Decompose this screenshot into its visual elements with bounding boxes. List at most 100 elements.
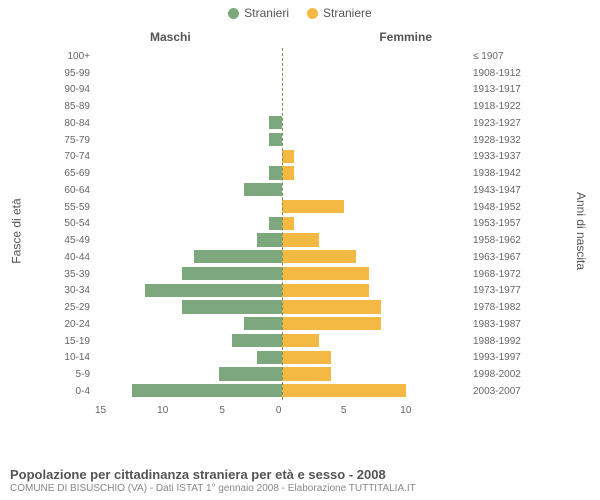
age-label: 55-59: [55, 202, 95, 213]
bar-male: [257, 233, 282, 246]
birth-label: 2003-2007: [468, 386, 528, 397]
pyramid-row: 45-49 1958-1962: [55, 232, 528, 249]
x-tick: 10: [400, 405, 411, 416]
birth-label: 1993-1997: [468, 352, 528, 363]
bar-half-female: [282, 182, 469, 199]
birth-label: 1958-1962: [468, 235, 528, 246]
bar-half-male: [95, 98, 282, 115]
bar-half-female: [282, 232, 469, 249]
pyramid-row: 35-391968-1972: [55, 266, 528, 283]
age-label: 50-54: [55, 218, 95, 229]
birth-label: 1988-1992: [468, 336, 528, 347]
pyramid-row: 90-94 1913-1917: [55, 82, 528, 99]
bar-half-female: [282, 266, 469, 283]
bar-half-female: [282, 65, 469, 82]
bar-half-male: [95, 149, 282, 166]
bar-half-male: [95, 350, 282, 367]
birth-label: 1953-1957: [468, 218, 528, 229]
pyramid-row: 25-291978-1982: [55, 299, 528, 316]
age-label: 90-94: [55, 84, 95, 95]
bar-half-male: [95, 165, 282, 182]
bar-half-female: [282, 165, 469, 182]
x-tick: 15: [95, 405, 106, 416]
bar-half-male: [95, 82, 282, 99]
age-label: 0-4: [55, 386, 95, 397]
bar-male: [269, 116, 281, 129]
pyramid-row: 40-44 1963-1967: [55, 249, 528, 266]
birth-label: 1963-1967: [468, 252, 528, 263]
bar-half-female: [282, 283, 469, 300]
bar-male: [244, 317, 281, 330]
birth-label: 1943-1947: [468, 185, 528, 196]
age-label: 25-29: [55, 302, 95, 313]
footer: Popolazione per cittadinanza straniera p…: [10, 467, 590, 494]
pyramid-row: 50-54 1953-1957: [55, 216, 528, 233]
bar-female: [282, 267, 369, 280]
x-tick: 5: [341, 405, 347, 416]
bar-half-female: [282, 333, 469, 350]
bar-male: [269, 166, 281, 179]
age-label: 35-39: [55, 269, 95, 280]
bar-half-female: [282, 48, 469, 65]
x-axis-ticks: 151050510: [95, 405, 468, 416]
pyramid-row: 70-741933-1937: [55, 149, 528, 166]
legend-item-female: Straniere: [307, 6, 372, 20]
age-label: 70-74: [55, 151, 95, 162]
bar-male: [132, 384, 281, 397]
pyramid-row: 5-91998-2002: [55, 366, 528, 383]
bar-male: [232, 334, 282, 347]
bar-half-male: [95, 333, 282, 350]
bar-half-male: [95, 383, 282, 400]
bar-half-female: [282, 383, 469, 400]
age-label: 95-99: [55, 68, 95, 79]
bar-half-female: [282, 350, 469, 367]
bar-half-male: [95, 132, 282, 149]
bar-female: [282, 284, 369, 297]
bar-half-male: [95, 48, 282, 65]
age-label: 20-24: [55, 319, 95, 330]
bar-male: [269, 217, 281, 230]
bar-female: [282, 300, 381, 313]
age-label: 40-44: [55, 252, 95, 263]
pyramid-row: 95-99 1908-1912: [55, 65, 528, 82]
age-label: 100+: [55, 51, 95, 62]
chart-title: Popolazione per cittadinanza straniera p…: [10, 467, 590, 482]
birth-label: 1908-1912: [468, 68, 528, 79]
legend: Stranieri Straniere: [0, 0, 600, 20]
age-label: 45-49: [55, 235, 95, 246]
age-label: 80-84: [55, 118, 95, 129]
bar-male: [182, 300, 281, 313]
birth-label: 1918-1922: [468, 101, 528, 112]
bar-female: [282, 250, 357, 263]
age-label: 75-79: [55, 135, 95, 146]
bar-half-female: [282, 366, 469, 383]
header-male: Maschi: [150, 30, 191, 44]
bar-half-male: [95, 266, 282, 283]
x-tick: 5: [219, 405, 225, 416]
bar-male: [145, 284, 282, 297]
age-label: 30-34: [55, 285, 95, 296]
swatch-female: [307, 8, 318, 19]
age-label: 10-14: [55, 352, 95, 363]
birth-label: 1913-1917: [468, 84, 528, 95]
bar-half-male: [95, 316, 282, 333]
pyramid-row: 20-241983-1987: [55, 316, 528, 333]
bar-male: [269, 133, 281, 146]
birth-label: 1938-1942: [468, 168, 528, 179]
bar-female: [282, 334, 319, 347]
pyramid-row: 100+ ≤ 1907: [55, 48, 528, 65]
pyramid-row: 15-191988-1992: [55, 333, 528, 350]
age-label: 60-64: [55, 185, 95, 196]
bar-half-female: [282, 249, 469, 266]
bar-female: [282, 367, 332, 380]
pyramid-row: 75-791928-1932: [55, 132, 528, 149]
chart-area: Maschi Femmine Fasce di età Anni di nasc…: [0, 24, 600, 428]
pyramid-row: 65-691938-1942: [55, 165, 528, 182]
legend-label-male: Stranieri: [244, 6, 289, 20]
bar-female: [282, 200, 344, 213]
bar-half-male: [95, 299, 282, 316]
bar-half-male: [95, 216, 282, 233]
legend-item-male: Stranieri: [228, 6, 289, 20]
bar-male: [182, 267, 281, 280]
birth-label: ≤ 1907: [468, 51, 528, 62]
